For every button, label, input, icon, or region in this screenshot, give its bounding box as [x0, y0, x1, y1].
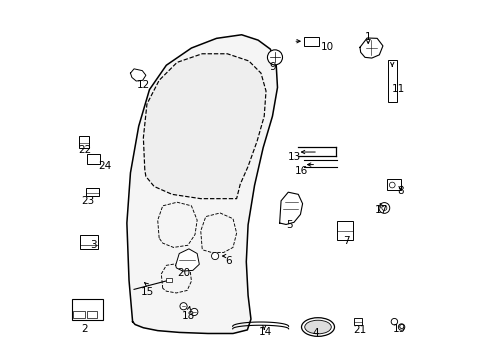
- Text: 18: 18: [182, 311, 195, 320]
- Polygon shape: [143, 54, 265, 199]
- Bar: [386, 179, 400, 190]
- Text: 15: 15: [140, 287, 153, 297]
- Text: 19: 19: [392, 324, 406, 334]
- Bar: [387, 59, 396, 102]
- Text: 10: 10: [320, 42, 333, 52]
- Circle shape: [398, 324, 404, 330]
- Text: 24: 24: [98, 161, 111, 171]
- Text: 4: 4: [312, 328, 319, 338]
- Text: 5: 5: [285, 220, 292, 230]
- Text: 13: 13: [287, 152, 301, 162]
- Polygon shape: [359, 38, 382, 58]
- Text: 20: 20: [177, 267, 190, 278]
- Text: 1: 1: [364, 32, 371, 41]
- Circle shape: [180, 303, 187, 310]
- Bar: [336, 221, 352, 240]
- Bar: [304, 37, 319, 45]
- Polygon shape: [279, 192, 302, 225]
- Text: 8: 8: [396, 186, 403, 197]
- Circle shape: [390, 319, 397, 325]
- Bar: [79, 136, 89, 148]
- Bar: [73, 311, 84, 318]
- Circle shape: [267, 50, 282, 65]
- Text: 23: 23: [81, 196, 94, 206]
- Bar: [72, 299, 103, 320]
- Ellipse shape: [304, 320, 330, 334]
- Text: 12: 12: [137, 80, 150, 90]
- Polygon shape: [175, 249, 199, 271]
- Polygon shape: [130, 69, 145, 81]
- Text: 3: 3: [90, 239, 97, 249]
- Text: 17: 17: [374, 206, 387, 216]
- Bar: [353, 319, 362, 325]
- Text: 6: 6: [224, 256, 231, 266]
- Polygon shape: [126, 35, 277, 333]
- Text: 21: 21: [353, 325, 366, 335]
- Circle shape: [190, 309, 198, 316]
- Circle shape: [378, 203, 389, 213]
- Bar: [86, 188, 99, 196]
- Text: 9: 9: [268, 62, 275, 72]
- Circle shape: [211, 252, 218, 260]
- Text: 14: 14: [258, 327, 271, 337]
- Text: 7: 7: [343, 236, 349, 246]
- Text: 11: 11: [390, 84, 404, 94]
- Bar: [86, 311, 97, 318]
- Text: 2: 2: [81, 324, 88, 334]
- Text: 22: 22: [78, 144, 91, 154]
- Text: 16: 16: [295, 166, 308, 176]
- Bar: [165, 278, 172, 282]
- Ellipse shape: [301, 318, 334, 336]
- Bar: [80, 235, 98, 249]
- Bar: [87, 154, 100, 164]
